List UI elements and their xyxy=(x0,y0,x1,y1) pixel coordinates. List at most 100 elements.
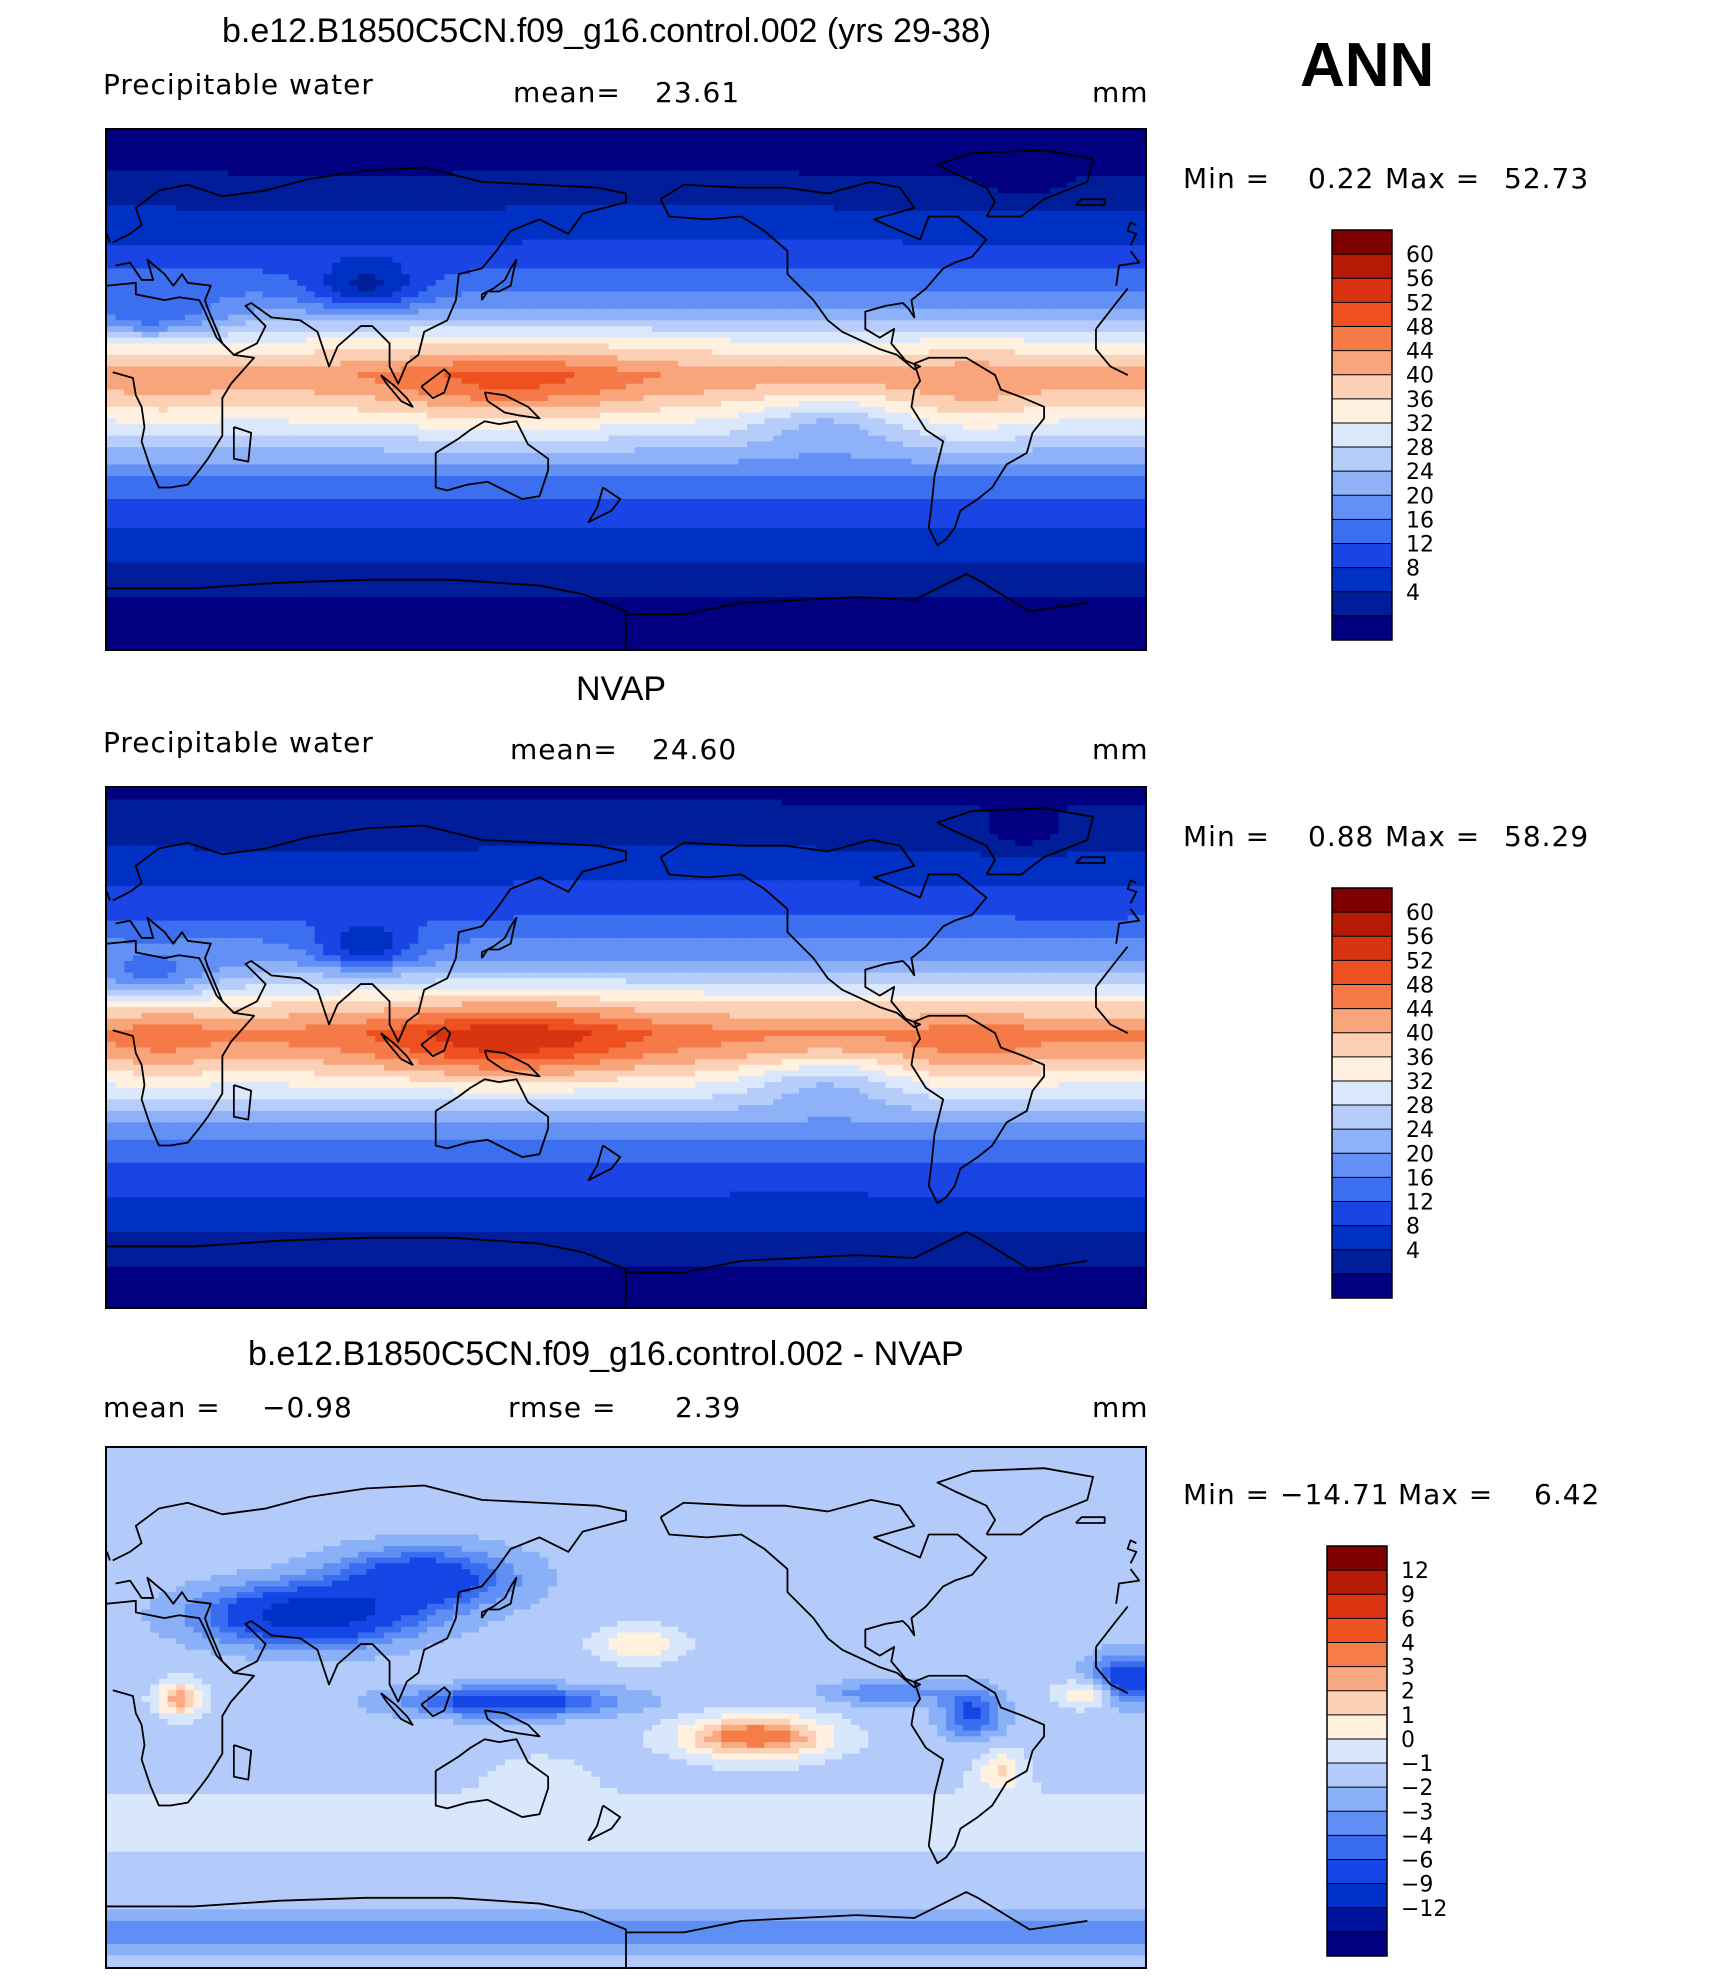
heatmap-cell xyxy=(928,349,938,356)
heatmap-cell xyxy=(738,228,748,235)
heatmap-cell xyxy=(349,303,359,310)
heatmap-cell xyxy=(496,130,506,137)
heatmap-cell xyxy=(383,187,394,195)
heatmap-cell xyxy=(833,135,843,143)
heatmap-cell xyxy=(695,360,705,368)
heatmap-cell xyxy=(470,204,480,212)
heatmap-cell xyxy=(773,337,783,344)
heatmap-cell xyxy=(686,176,696,183)
heatmap-cell xyxy=(1023,193,1034,200)
heatmap-cell xyxy=(548,297,558,304)
heatmap-cell xyxy=(790,204,800,212)
heatmap-cell xyxy=(634,170,644,177)
heatmap-cell xyxy=(1093,222,1103,229)
heatmap-cell xyxy=(816,343,826,350)
heatmap-cell xyxy=(202,331,212,339)
heatmap-cell xyxy=(427,187,437,195)
heatmap-cell xyxy=(755,170,765,177)
heatmap-cell xyxy=(280,297,290,304)
heatmap-cell xyxy=(254,135,264,143)
heatmap-cell xyxy=(1110,303,1120,310)
heatmap-cell xyxy=(1032,303,1042,310)
heatmap-cell xyxy=(245,222,255,229)
heatmap-cell xyxy=(470,308,480,316)
heatmap-cell xyxy=(115,216,125,223)
heatmap-cell xyxy=(1075,251,1086,258)
heatmap-cell xyxy=(686,193,696,200)
heatmap-cell xyxy=(453,170,463,177)
heatmap-cell xyxy=(245,268,255,275)
heatmap-cell xyxy=(478,326,489,333)
heatmap-cell xyxy=(669,158,679,166)
heatmap-cell xyxy=(773,360,783,368)
heatmap-cell xyxy=(816,320,826,327)
heatmap-cell xyxy=(1067,251,1077,258)
heatmap-cell xyxy=(245,228,255,235)
heatmap-cell xyxy=(513,210,523,218)
heatmap-cell xyxy=(1084,210,1094,218)
heatmap-cell xyxy=(582,320,592,327)
heatmap-cell xyxy=(1136,331,1145,339)
heatmap-cell xyxy=(392,239,402,246)
heatmap-cell xyxy=(470,285,480,293)
heatmap-cell xyxy=(375,228,385,235)
heatmap-cell xyxy=(1049,303,1060,310)
heatmap-cell xyxy=(349,158,359,166)
heatmap-cell xyxy=(158,262,169,269)
heatmap-cell xyxy=(565,256,575,264)
heatmap-cell xyxy=(695,210,705,218)
heatmap-cell xyxy=(496,320,506,327)
heatmap-cell xyxy=(582,251,592,258)
heatmap-cell xyxy=(1136,349,1145,356)
heatmap-cell xyxy=(297,291,307,298)
heatmap-cell xyxy=(833,199,843,206)
heatmap-cell xyxy=(876,251,887,258)
heatmap-cell xyxy=(522,274,532,281)
heatmap-cell xyxy=(799,297,809,304)
heatmap-cell xyxy=(254,268,264,275)
heatmap-cell xyxy=(1015,285,1025,293)
heatmap-cell xyxy=(331,199,342,206)
heatmap-cell xyxy=(522,222,532,229)
heatmap-cell xyxy=(617,239,627,246)
heatmap-cell xyxy=(695,199,705,206)
heatmap-cell xyxy=(608,349,618,356)
heatmap-cell xyxy=(496,199,506,206)
heatmap-cell xyxy=(747,291,757,298)
heatmap-cell xyxy=(885,245,895,252)
heatmap-cell xyxy=(885,262,895,269)
heatmap-cell xyxy=(288,331,298,339)
heatmap-cell xyxy=(600,337,610,344)
heatmap-cell xyxy=(626,153,636,160)
heatmap-cell xyxy=(331,360,342,368)
heatmap-cell xyxy=(1101,193,1111,200)
heatmap-cell xyxy=(340,141,350,148)
heatmap-cell xyxy=(435,176,445,183)
heatmap-cell xyxy=(236,170,246,177)
heatmap-cell xyxy=(487,181,497,189)
heatmap-cell xyxy=(176,274,186,281)
heatmap-cell xyxy=(643,314,653,321)
heatmap-cell xyxy=(695,176,705,183)
heatmap-cell xyxy=(305,326,316,333)
heatmap-cell xyxy=(729,228,740,235)
heatmap-cell xyxy=(1067,297,1077,304)
heatmap-cell xyxy=(513,256,523,264)
heatmap-cell xyxy=(980,256,990,264)
heatmap-cell xyxy=(790,303,800,310)
heatmap-cell xyxy=(755,326,765,333)
heatmap-cell xyxy=(600,308,610,316)
heatmap-cell xyxy=(928,170,938,177)
heatmap-cell xyxy=(902,228,913,235)
heatmap-cell xyxy=(392,320,402,327)
heatmap-cell xyxy=(937,228,947,235)
heatmap-cell xyxy=(349,331,359,339)
heatmap-cell xyxy=(1075,337,1086,344)
heatmap-cell xyxy=(1067,262,1077,269)
heatmap-cell xyxy=(314,314,324,321)
heatmap-cell xyxy=(1110,135,1120,143)
heatmap-cell xyxy=(574,331,584,339)
heatmap-cell xyxy=(556,354,567,362)
heatmap-cell xyxy=(790,176,800,183)
heatmap-cell xyxy=(842,326,852,333)
